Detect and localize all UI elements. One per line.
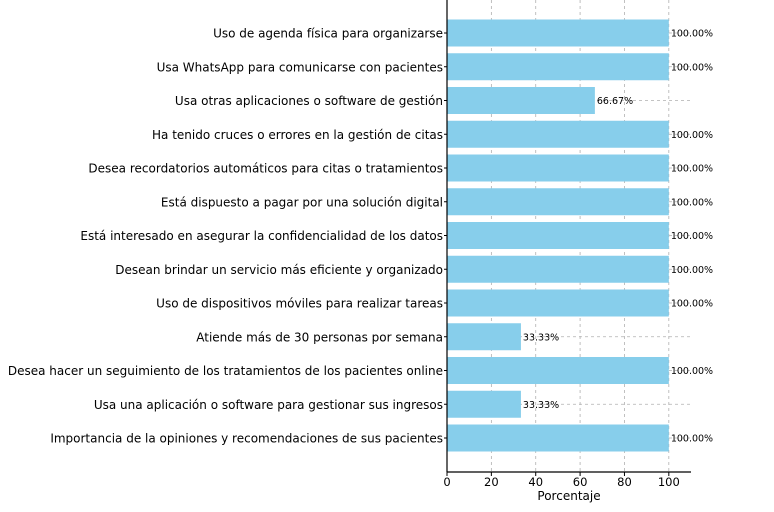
bars-layer — [447, 19, 669, 452]
value-label: 100.00% — [671, 366, 713, 377]
value-label: 33.33% — [523, 332, 559, 343]
category-label: Usa otras aplicaciones o software de ges… — [175, 94, 443, 108]
bar — [447, 222, 669, 249]
category-label: Está dispuesto a pagar por una solución … — [161, 195, 443, 209]
bar — [447, 390, 521, 418]
value-label: 100.00% — [671, 130, 713, 141]
bar — [447, 154, 669, 182]
value-label: 100.00% — [671, 62, 713, 73]
value-label: 100.00% — [671, 265, 713, 276]
value-label: 100.00% — [671, 164, 713, 175]
x-tick-label: 20 — [484, 475, 499, 489]
category-label: Usa WhatsApp para comunicarse con pacien… — [157, 60, 443, 74]
category-label: Atiende más de 30 personas por semana — [196, 330, 443, 344]
bar — [447, 120, 669, 148]
labels-layer: Uso de agenda física para organizarse 100… — [8, 27, 713, 490]
category-label: Uso de dispositivos móviles para realiza… — [156, 297, 443, 311]
value-label: 100.00% — [671, 29, 713, 40]
bar — [447, 424, 669, 452]
bar — [447, 255, 669, 283]
x-tick-label: 0 — [443, 475, 450, 489]
axes-layer — [444, 0, 691, 476]
value-label: 100.00% — [671, 434, 713, 445]
category-label: Desean brindar un servicio más eficiente… — [115, 263, 443, 277]
value-label: 100.00% — [671, 299, 713, 310]
bar — [447, 19, 669, 47]
category-label: Desea recordatorios automáticos para cit… — [88, 162, 443, 176]
category-label: Importancia de la opiniones y recomendac… — [50, 432, 443, 446]
bar — [447, 289, 669, 317]
category-label: Está interesado en asegurar la confidenc… — [80, 229, 443, 243]
value-label: 100.00% — [671, 197, 713, 208]
x-tick-label: 60 — [573, 475, 588, 489]
bar — [447, 323, 521, 351]
category-label: Ha tenido cruces o errores en la gestión… — [152, 128, 443, 142]
x-tick-label: 80 — [617, 475, 632, 489]
bar — [447, 87, 595, 114]
bar — [447, 53, 669, 81]
category-label: Desea hacer un seguimiento de los tratam… — [8, 364, 443, 378]
x-axis-title: Porcentaje — [537, 489, 600, 503]
bar — [447, 188, 669, 216]
value-label: 100.00% — [671, 231, 713, 242]
category-label: Uso de agenda física para organizarse — [213, 27, 443, 41]
bar — [447, 357, 669, 384]
x-tick-label: 100 — [658, 475, 680, 489]
category-label: Usa una aplicación o software para gesti… — [94, 398, 443, 412]
x-tick-label: 40 — [528, 475, 543, 489]
value-label: 33.33% — [523, 400, 559, 411]
value-label: 66.67% — [597, 96, 633, 107]
